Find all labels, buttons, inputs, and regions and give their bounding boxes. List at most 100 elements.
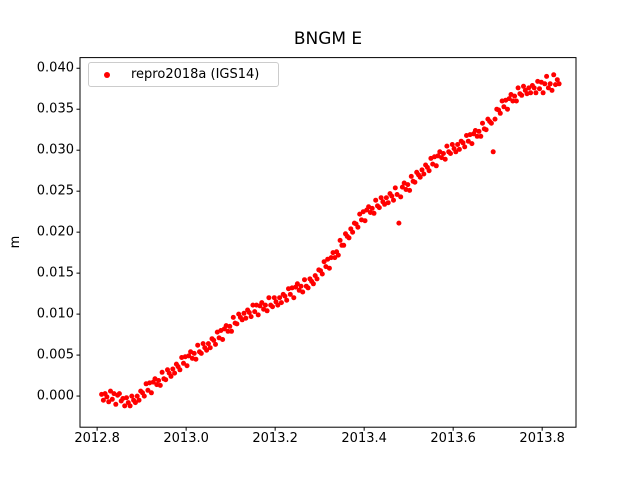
data-point: [177, 367, 183, 373]
data-point: [275, 302, 281, 308]
data-point: [332, 255, 338, 261]
y-tick-label: 0.030: [36, 142, 74, 158]
data-point: [391, 197, 396, 203]
data-point: [373, 197, 379, 203]
data-point: [310, 281, 316, 287]
data-point: [116, 391, 122, 397]
data-point: [132, 400, 138, 406]
data-point: [480, 120, 485, 126]
y-tick-label: 0.015: [36, 265, 74, 281]
data-point: [521, 83, 526, 89]
data-point: [170, 366, 176, 372]
data-point: [544, 73, 550, 79]
data-point: [551, 72, 557, 78]
data-point: [248, 314, 254, 320]
data-point: [270, 304, 275, 310]
data-point: [476, 128, 482, 134]
data-point: [512, 93, 518, 99]
data-point: [326, 265, 332, 271]
data-point: [376, 205, 382, 211]
data-point: [328, 255, 334, 261]
data-point: [145, 387, 151, 393]
data-point: [526, 85, 532, 91]
axes-frame: [79, 57, 577, 428]
data-point: [547, 81, 553, 87]
y-axis-label: m: [8, 235, 23, 249]
data-point: [282, 293, 288, 299]
data-point: [505, 106, 510, 112]
data-point: [371, 210, 377, 216]
data-point: [528, 90, 534, 96]
data-point: [148, 390, 154, 396]
data-point: [108, 388, 113, 394]
data-point: [156, 378, 162, 383]
data-point: [134, 393, 140, 399]
data-point: [462, 144, 468, 150]
chart-title: BNGM E: [293, 29, 363, 49]
data-point: [394, 192, 400, 197]
data-point: [533, 90, 539, 96]
data-point: [455, 142, 461, 147]
data-point: [319, 271, 325, 277]
data-point: [230, 314, 236, 320]
data-point: [449, 142, 455, 147]
data-point: [284, 297, 290, 303]
data-point: [291, 295, 297, 301]
data-point: [421, 171, 427, 177]
data-point: [106, 399, 112, 405]
data-point: [266, 295, 272, 301]
data-point: [355, 224, 361, 230]
data-point: [554, 77, 560, 83]
data-point: [453, 149, 459, 155]
x-tick-label: 2013.6: [430, 431, 476, 446]
data-point: [488, 120, 494, 126]
x-tick-label: 2013.8: [519, 431, 565, 446]
data-point: [369, 205, 375, 211]
data-point: [246, 310, 252, 315]
data-point: [172, 370, 178, 376]
data-point: [302, 277, 307, 283]
data-point: [383, 195, 389, 201]
data-point: [113, 401, 119, 407]
data-point: [259, 300, 265, 306]
data-point: [501, 104, 507, 110]
y-tick-label: 0.040: [36, 60, 74, 76]
data-point: [277, 295, 283, 301]
data-point: [220, 337, 226, 342]
data-point: [195, 342, 201, 348]
data-point: [392, 185, 398, 191]
data-point: [419, 167, 425, 173]
data-point: [243, 315, 249, 321]
data-point: [542, 81, 548, 87]
data-point: [163, 377, 169, 383]
data-point: [460, 140, 466, 146]
data-point: [474, 133, 480, 139]
y-tick-label: 0.035: [36, 101, 74, 117]
data-point: [337, 237, 343, 243]
data-point: [204, 347, 210, 353]
data-point: [448, 151, 453, 156]
data-point: [385, 200, 391, 206]
data-point: [264, 308, 270, 314]
data-point: [198, 350, 204, 356]
data-point: [537, 86, 542, 92]
data-point: [122, 403, 128, 409]
data-point: [298, 283, 304, 289]
data-point: [341, 242, 347, 248]
data-point: [556, 81, 562, 87]
data-point: [321, 259, 327, 265]
data-point: [287, 291, 293, 297]
legend-box: repro2018a (IGS14): [88, 62, 279, 87]
data-point: [417, 174, 423, 180]
data-point: [141, 393, 147, 399]
data-point: [444, 143, 450, 149]
data-point: [407, 187, 413, 193]
data-point: [109, 396, 115, 402]
data-point: [205, 341, 211, 347]
y-tick-label: 0.000: [36, 388, 74, 404]
data-point: [305, 285, 311, 291]
data-point: [129, 393, 135, 399]
data-point: [229, 328, 234, 334]
data-point: [350, 229, 356, 235]
